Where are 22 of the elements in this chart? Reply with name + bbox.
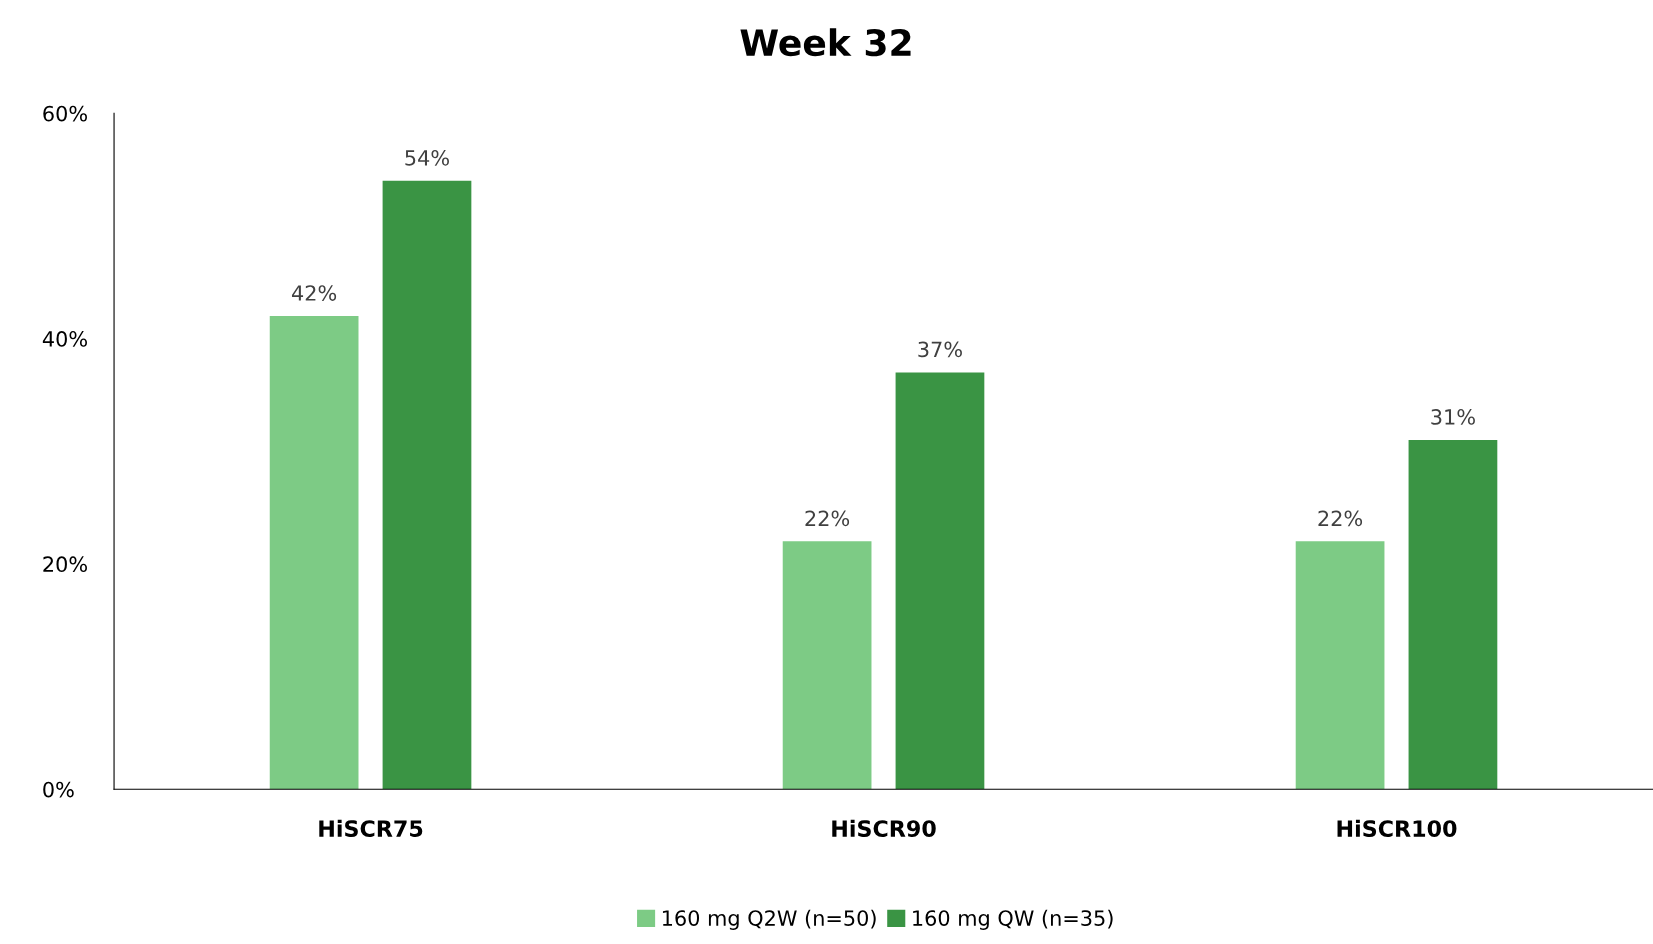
y-tick-label: 0% (43, 781, 74, 798)
x-tick-label: HiSCR75 (319, 819, 423, 837)
y-tick-label: 60% (43, 105, 87, 122)
bar (269, 316, 359, 790)
bar (1295, 541, 1385, 790)
chart-title: Week 32 (740, 28, 911, 57)
data-label: 54% (405, 149, 449, 166)
data-label: 31% (1431, 409, 1475, 425)
data-label: 42% (291, 285, 337, 301)
x-tick-label: HiSCR90 (832, 819, 936, 837)
data-label: 37% (918, 341, 962, 358)
data-label: 22% (805, 510, 850, 527)
y-tick-label: 40% (42, 331, 87, 347)
y-tick-label: 20% (43, 556, 87, 573)
legend-label: 160 mg Q2W (n=50) (662, 909, 876, 930)
x-tick-label: HiSCR100 (1337, 819, 1457, 837)
data-label: 22% (1318, 510, 1363, 527)
bar (382, 180, 472, 790)
bar (895, 372, 985, 790)
bar (1408, 439, 1498, 790)
legend-label: 160 mg QW (n=35) (913, 909, 1113, 930)
bar (782, 541, 872, 790)
